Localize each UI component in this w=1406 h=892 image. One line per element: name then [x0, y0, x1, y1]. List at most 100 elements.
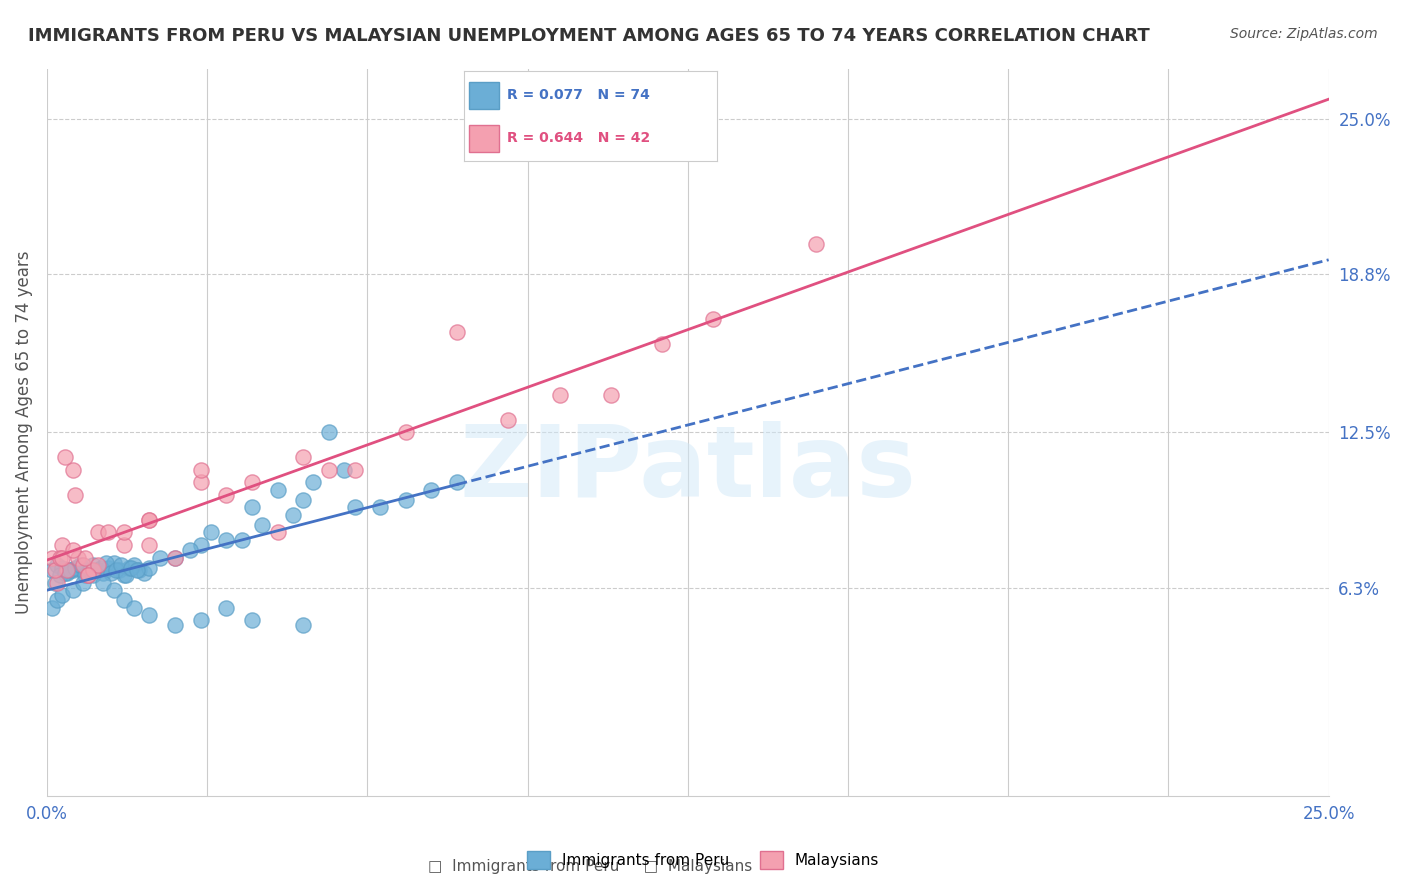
Point [420, 483, 443, 497]
Point [395, 425, 418, 439]
Bar [470, 125, 499, 152]
Point [240, 500, 263, 515]
Point [72, 563, 94, 577]
Point [804, 237, 827, 252]
Point [138, 608, 160, 623]
Point [46, 593, 69, 607]
Point [200, 525, 222, 540]
Point [599, 387, 621, 401]
Text: □  Immigrants from Peru     □  Malaysians: □ Immigrants from Peru □ Malaysians [429, 859, 752, 874]
Point [112, 525, 135, 540]
Point [122, 558, 145, 572]
Point [138, 560, 160, 574]
Point [165, 618, 187, 632]
Point [87, 558, 110, 572]
Point [51, 550, 73, 565]
Point [318, 463, 340, 477]
Point [343, 500, 366, 515]
Point [82, 563, 104, 577]
Point [59, 563, 82, 577]
Text: R = 0.644   N = 42: R = 0.644 N = 42 [508, 131, 650, 145]
Point [215, 600, 238, 615]
Point [44, 563, 66, 577]
Point [134, 566, 156, 580]
Point [62, 583, 84, 598]
Point [548, 387, 571, 401]
Point [87, 563, 110, 577]
Point [90, 560, 112, 574]
Point [446, 475, 468, 490]
Point [125, 563, 148, 577]
Point [72, 575, 94, 590]
Point [97, 560, 120, 574]
Point [165, 550, 187, 565]
Point [77, 568, 100, 582]
Point [302, 475, 325, 490]
Point [51, 560, 73, 574]
Point [62, 463, 84, 477]
Point [79, 563, 101, 577]
Point [292, 450, 315, 465]
Point [252, 517, 274, 532]
Point [44, 575, 66, 590]
Point [41, 600, 63, 615]
Point [231, 533, 253, 547]
Point [56, 563, 79, 577]
Point [48, 568, 70, 582]
Bar [470, 82, 499, 109]
Text: R = 0.077   N = 74: R = 0.077 N = 74 [508, 88, 650, 103]
Point [138, 513, 160, 527]
Point [56, 566, 79, 580]
Point [46, 558, 69, 572]
Point [110, 558, 132, 572]
Point [395, 492, 418, 507]
Point [75, 568, 97, 582]
Point [446, 325, 468, 339]
Point [46, 575, 69, 590]
Point [62, 543, 84, 558]
Point [66, 560, 89, 574]
Point [51, 588, 73, 602]
Point [266, 483, 288, 497]
Point [72, 558, 94, 572]
Point [62, 563, 84, 577]
Point [97, 525, 120, 540]
Point [118, 560, 141, 574]
Text: IMMIGRANTS FROM PERU VS MALAYSIAN UNEMPLOYMENT AMONG AGES 65 TO 74 YEARS CORRELA: IMMIGRANTS FROM PERU VS MALAYSIAN UNEMPL… [28, 27, 1150, 45]
Point [66, 550, 89, 565]
Point [190, 613, 212, 627]
Point [190, 475, 212, 490]
Point [138, 538, 160, 552]
Point [77, 568, 100, 582]
Point [115, 568, 138, 582]
Point [651, 337, 673, 351]
Point [51, 538, 73, 552]
Point [190, 463, 212, 477]
Point [77, 568, 100, 582]
Point [122, 600, 145, 615]
Legend: Immigrants from Peru, Malaysians: Immigrants from Peru, Malaysians [520, 845, 886, 875]
Point [41, 550, 63, 565]
Point [240, 475, 263, 490]
Point [281, 508, 304, 522]
Point [333, 463, 356, 477]
Point [91, 575, 114, 590]
Point [498, 412, 520, 426]
Point [112, 593, 135, 607]
Point [112, 568, 135, 582]
Point [107, 563, 129, 577]
Point [702, 312, 724, 326]
Point [48, 550, 70, 565]
Point [100, 566, 122, 580]
Point [94, 556, 117, 570]
Point [179, 543, 201, 558]
Point [87, 525, 110, 540]
Point [103, 583, 125, 598]
Point [266, 525, 288, 540]
Point [63, 488, 86, 502]
Point [121, 560, 143, 574]
Point [149, 550, 172, 565]
Point [41, 563, 63, 577]
Point [368, 500, 391, 515]
Point [75, 550, 97, 565]
